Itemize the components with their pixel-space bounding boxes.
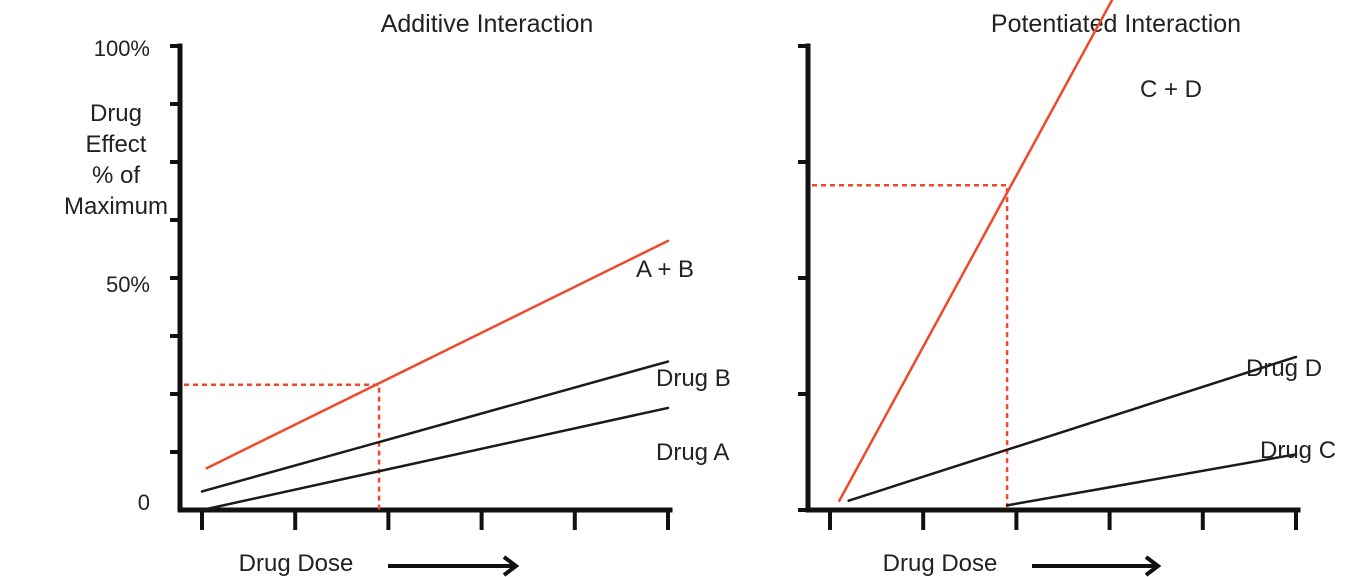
series-line-drug-a [200, 406, 670, 512]
axis-lines [177, 43, 673, 513]
series-label-drug-d: Drug D [1246, 355, 1322, 382]
y-tick-label: 0 [138, 490, 150, 515]
series-line-drug-d [847, 355, 1298, 502]
series-line-drug-c [1005, 453, 1298, 507]
y-tick-label: 50% [106, 272, 150, 297]
series-line-c-d [838, 0, 1114, 502]
series-line-drug-b [200, 360, 670, 493]
x-axis-label: Drug Dose [239, 550, 354, 577]
x-axis-arrow [1032, 555, 1162, 577]
series-label-a-b: A + B [636, 256, 694, 283]
potentiated-interaction-panel: Potentiated Interaction Drug Dose C + D D… [798, 0, 1336, 577]
series-label-c-d: C + D [1140, 76, 1202, 103]
chart-title-additive: Additive Interaction [381, 10, 594, 38]
y-axis-label-line: Drug [90, 100, 142, 127]
chart-title-potentiated: Potentiated Interaction [991, 10, 1241, 38]
y-axis-label-line: Maximum [64, 193, 168, 220]
x-axis-label: Drug Dose [883, 550, 998, 577]
series-label-drug-b: Drug B [656, 365, 731, 392]
series-label-drug-c: Drug C [1260, 437, 1336, 464]
series-label-drug-a: Drug A [656, 439, 729, 466]
y-axis-label-line: Effect [86, 131, 147, 158]
series-line-a-b [205, 239, 670, 470]
dose-effect-guide-line [812, 183, 1009, 510]
additive-interaction-panel: Additive Interaction Drug Effect % of Ma… [64, 10, 731, 577]
y-axis-label: Drug Effect % of Maximum [64, 100, 168, 220]
y-axis-label-line: % of [92, 162, 140, 189]
dose-effect-guide-line [184, 383, 381, 510]
axis-lines [805, 43, 1301, 513]
y-tick-label: 100% [94, 36, 150, 61]
x-axis-arrow [388, 555, 520, 577]
